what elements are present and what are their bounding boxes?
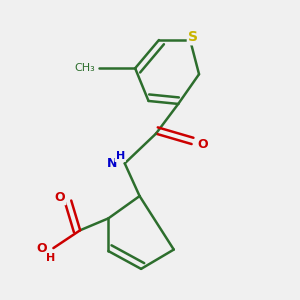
Text: CH₃: CH₃ xyxy=(74,63,95,73)
Text: H: H xyxy=(46,254,55,263)
Text: O: O xyxy=(55,191,65,204)
Text: O: O xyxy=(198,138,208,151)
Text: S: S xyxy=(188,30,198,44)
Text: O: O xyxy=(37,242,47,255)
Text: N: N xyxy=(107,157,117,170)
Text: H: H xyxy=(116,151,125,161)
